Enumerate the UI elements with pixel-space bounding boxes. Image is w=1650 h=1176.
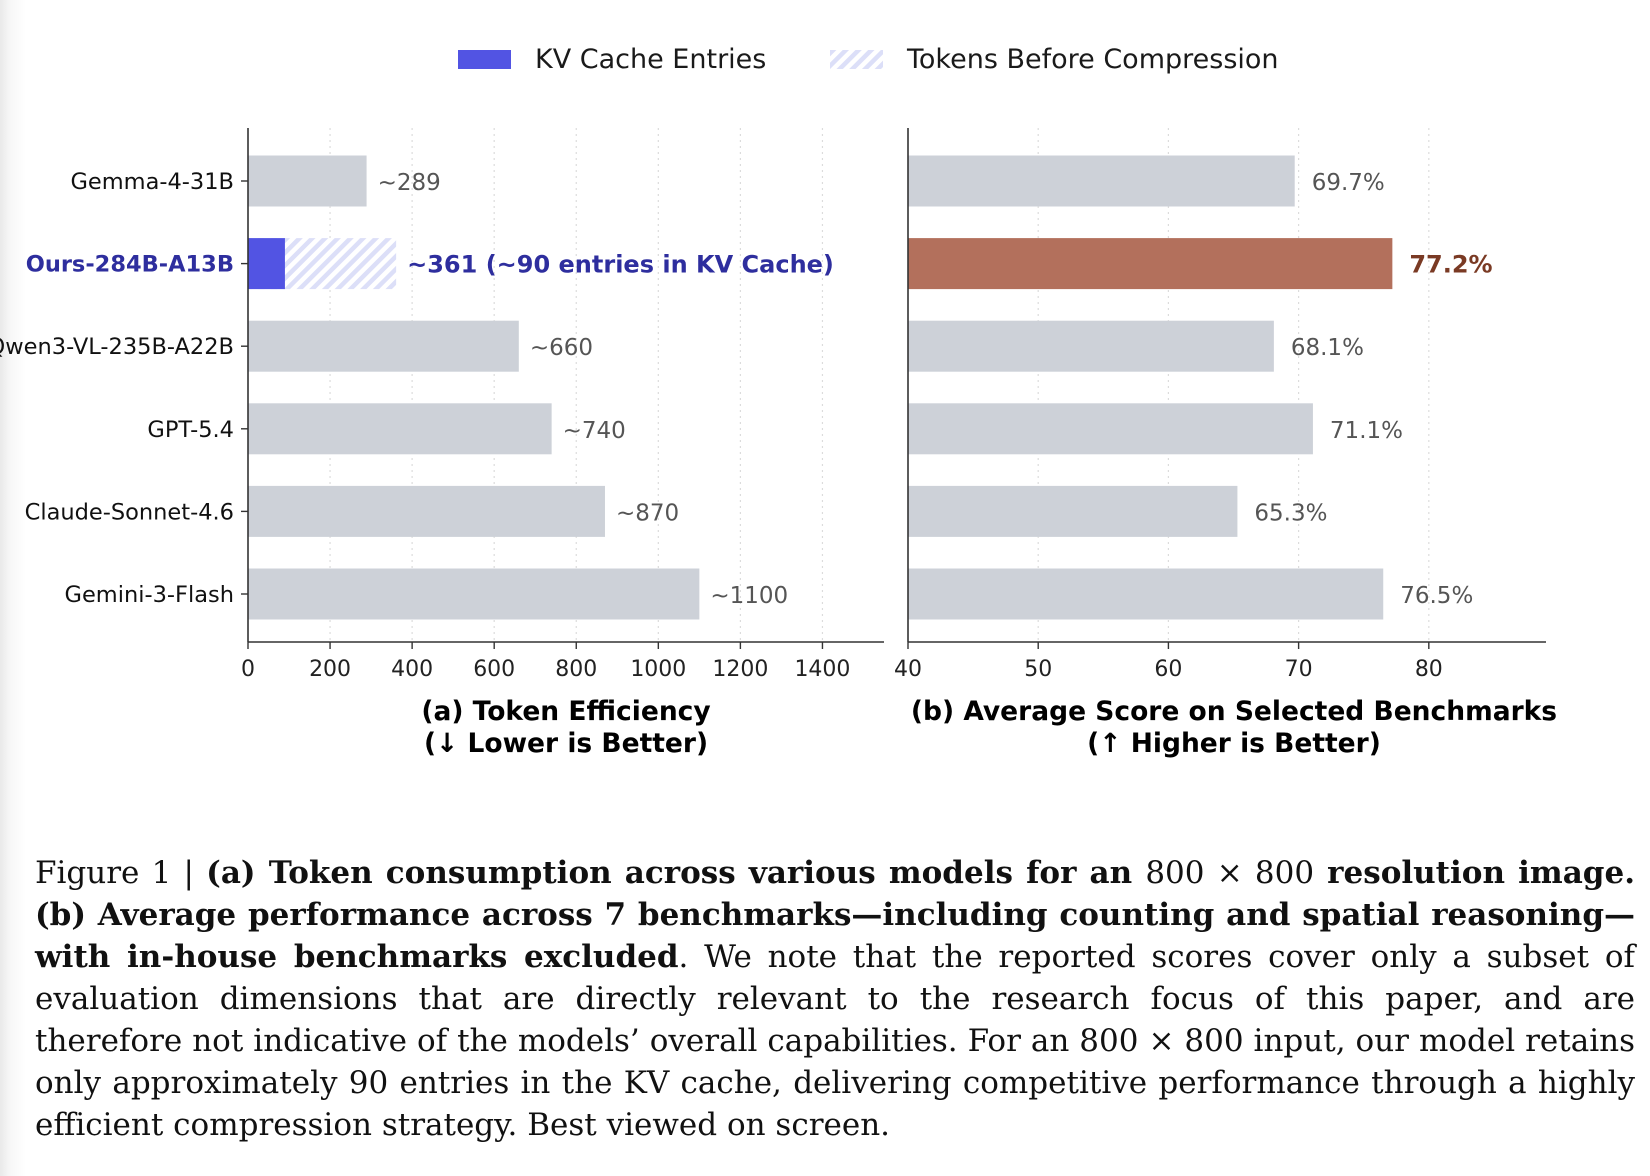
bar-score [908,155,1295,207]
panel-a-token-efficiency: ~289 ~361 (~90 entries in KV Cache) ~660 ~7… [0,128,884,682]
caption-math: 800 × 800 [1145,855,1315,891]
y-tick-label: Claude-Sonnet-4.6 [25,499,234,525]
data-label: ~660 [530,335,593,361]
x-tick-label: 1000 [630,657,686,682]
x-tick-label: 1400 [794,657,850,682]
legend-label-kv: KV Cache Entries [535,44,767,75]
bar-tokens [248,155,367,207]
data-label: 71.1% [1330,418,1403,444]
figure: ~289 ~361 (~90 entries in KV Cache) ~660 ~7… [0,44,1650,760]
bar-score [908,320,1274,372]
panel-a-subtitle: (↓ Lower is Better) [423,728,709,759]
figure-caption: Figure 1 | (a) Token consumption across … [35,852,1635,1146]
chart-canvas: ~289 ~361 (~90 entries in KV Cache) ~660 ~7… [0,128,1546,682]
legend-item-kv: KV Cache Entries [458,44,766,75]
data-label: 68.1% [1291,335,1364,361]
data-label: ~870 [616,500,679,526]
data-label: ~361 (~90 entries in KV Cache) [407,251,834,279]
x-tick-label: 0 [241,657,255,682]
panel-b-subtitle: (↑ Higher is Better) [1087,728,1381,759]
bar-score [908,485,1238,537]
panel-a-title-block: (a) Token Efficiency (↓ Lower is Better) [356,696,776,760]
x-tick-label: 70 [1285,657,1313,682]
caption-body: . We note that the reported scores cover… [35,939,1635,1143]
bar-tokens [248,485,605,537]
data-label: ~740 [563,418,626,444]
y-tick-label: Gemini-3-Flash [65,582,234,608]
bar-score [908,238,1393,290]
data-label: 65.3% [1254,500,1327,526]
y-tick-label: GPT-5.4 [147,417,234,443]
legend-label-tokens: Tokens Before Compression [907,44,1279,75]
bar-score [908,403,1313,455]
x-tick-label: 40 [894,657,922,682]
x-tick-label: 400 [391,657,433,682]
x-tick-label: 60 [1154,657,1182,682]
panel-a-title: (a) Token Efficiency [421,696,711,727]
x-tick-label: 800 [555,657,597,682]
data-label: ~289 [378,170,441,196]
panel-b-title-block: (b) Average Score on Selected Benchmarks… [884,696,1584,760]
x-tick-label: 80 [1415,657,1443,682]
bar-tokens [248,403,552,455]
bar-tokens [248,320,519,372]
legend-swatch-kv [458,50,511,69]
x-tick-label: 1200 [712,657,768,682]
caption-bold-b: resolution image. (b) Average performanc… [35,855,1635,975]
data-label: 76.5% [1400,583,1473,609]
data-label: 77.2% [1409,251,1492,279]
caption-prefix: Figure 1 | [35,855,207,891]
y-tick-label: Gemma-4-31B [70,169,234,195]
legend-swatch-tokens [830,50,883,69]
data-label: 69.7% [1312,170,1385,196]
bar-score [908,568,1384,620]
legend-item-tokens: Tokens Before Compression [830,44,1279,75]
y-tick-label: Qwen3-VL-235B-A22B [0,334,234,360]
y-tick-label: Ours-284B-A13B [26,252,234,278]
data-label: ~1100 [710,583,788,609]
legend: KV Cache Entries Tokens Before Compressi… [0,44,1650,84]
panel-b-title: (b) Average Score on Selected Benchmarks [910,696,1558,727]
x-tick-label: 50 [1024,657,1052,682]
bar-tokens [248,568,700,620]
bar-kv-cache [248,238,285,290]
x-tick-label: 600 [473,657,515,682]
x-tick-label: 200 [309,657,351,682]
caption-bold-a: (a) Token consumption across various mod… [206,855,1146,891]
panel-b-average-score: 69.7% 77.2% 68.1% 71.1% 65.3% 76.5% 40 50 60 70 80 [894,128,1546,682]
